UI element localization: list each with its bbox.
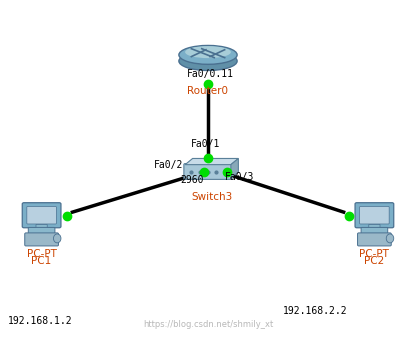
Text: 192.168.2.2: 192.168.2.2 xyxy=(283,306,347,316)
Text: https://blog.csdn.net/shmily_xt: https://blog.csdn.net/shmily_xt xyxy=(143,320,273,329)
FancyBboxPatch shape xyxy=(358,233,391,246)
Text: Fa0/2: Fa0/2 xyxy=(154,159,183,170)
Text: PC-PT: PC-PT xyxy=(27,249,57,259)
Ellipse shape xyxy=(386,234,394,243)
Ellipse shape xyxy=(185,46,231,58)
Text: Router0: Router0 xyxy=(188,86,228,96)
Text: 2960: 2960 xyxy=(181,175,204,185)
FancyBboxPatch shape xyxy=(355,203,394,228)
FancyBboxPatch shape xyxy=(369,224,380,229)
Text: PC2: PC2 xyxy=(364,256,384,265)
Text: PC-PT: PC-PT xyxy=(359,249,389,259)
Polygon shape xyxy=(185,158,238,165)
FancyBboxPatch shape xyxy=(25,233,58,246)
Ellipse shape xyxy=(53,234,61,243)
Text: PC1: PC1 xyxy=(32,256,52,265)
FancyBboxPatch shape xyxy=(36,224,47,229)
Text: Fa0/1: Fa0/1 xyxy=(191,139,220,149)
FancyBboxPatch shape xyxy=(22,203,61,228)
FancyBboxPatch shape xyxy=(28,227,55,234)
FancyBboxPatch shape xyxy=(27,206,57,224)
Ellipse shape xyxy=(179,45,237,64)
FancyBboxPatch shape xyxy=(359,206,389,224)
Text: Fa0/3: Fa0/3 xyxy=(225,172,254,182)
Ellipse shape xyxy=(179,52,237,71)
FancyBboxPatch shape xyxy=(361,227,388,234)
FancyBboxPatch shape xyxy=(184,164,232,179)
Text: Fa0/0.11: Fa0/0.11 xyxy=(187,69,233,79)
Text: 192.168.1.2: 192.168.1.2 xyxy=(8,316,73,326)
Polygon shape xyxy=(231,158,238,178)
Text: Switch3: Switch3 xyxy=(191,192,233,202)
